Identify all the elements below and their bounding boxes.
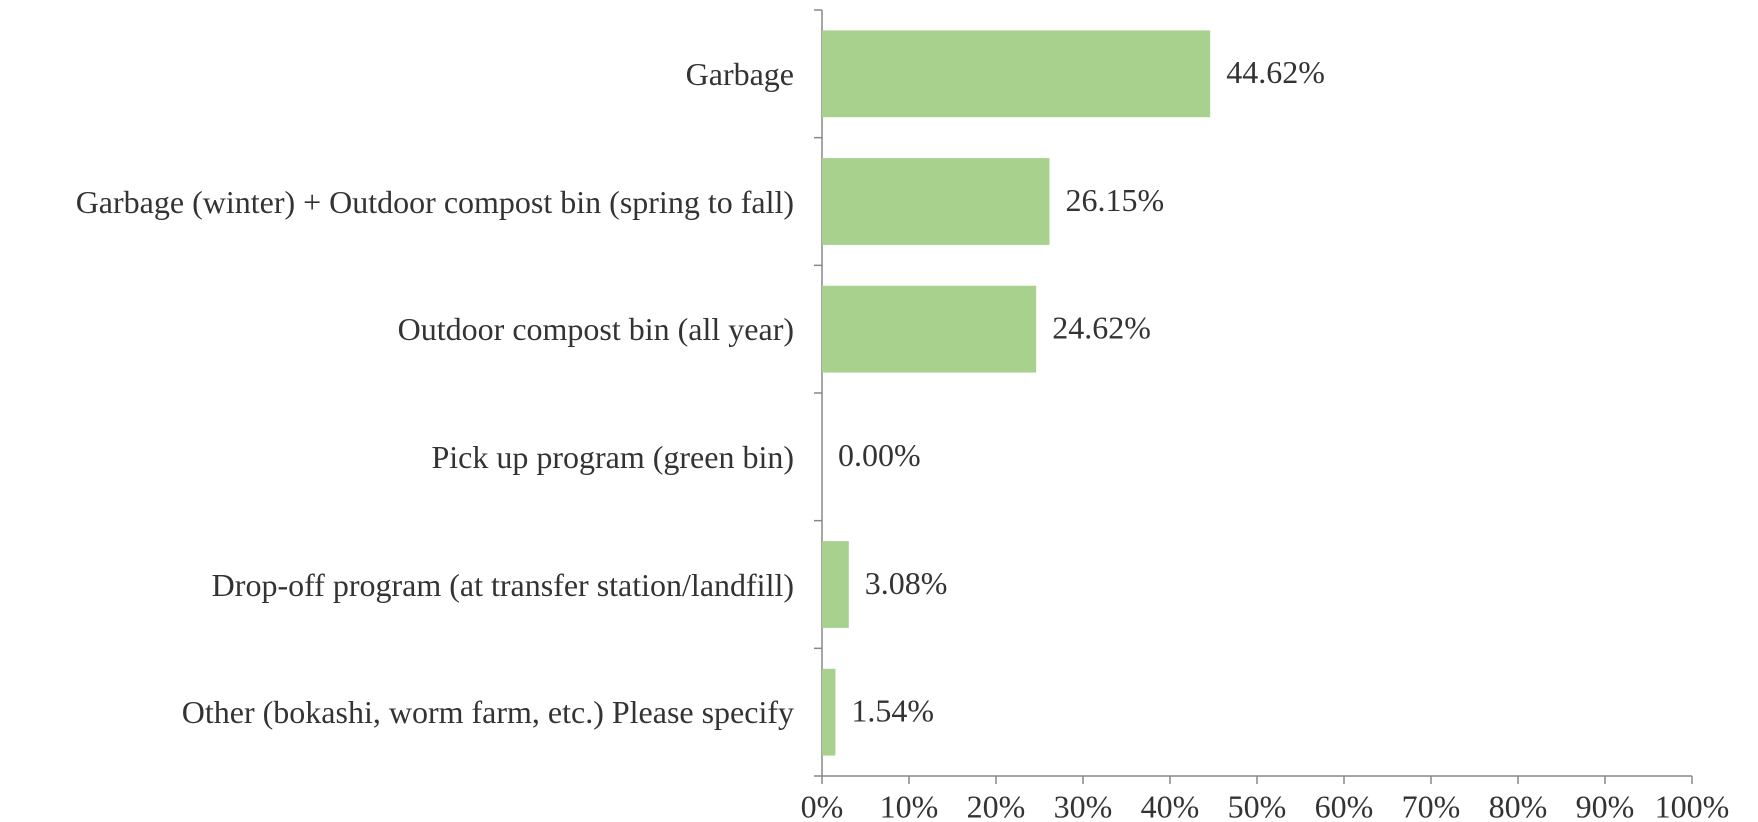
- data-label: 24.62%: [1052, 310, 1151, 346]
- x-tick-label: 50%: [1228, 788, 1287, 822]
- category-label: Pick up program (green bin): [431, 438, 794, 475]
- data-label: 44.62%: [1226, 54, 1325, 90]
- x-tick-label: 80%: [1489, 788, 1548, 822]
- data-label: 26.15%: [1066, 182, 1165, 218]
- x-tick-label: 10%: [880, 788, 939, 822]
- x-tick-label: 60%: [1315, 788, 1374, 822]
- bar: [822, 668, 836, 756]
- bar: [822, 158, 1050, 245]
- category-label: Garbage: [685, 55, 794, 92]
- category-label: Outdoor compost bin (all year): [397, 311, 794, 348]
- x-tick-label: 40%: [1141, 788, 1200, 822]
- x-tick-label: 0%: [801, 788, 844, 822]
- x-tick-label: 90%: [1576, 788, 1635, 822]
- x-tick-label: 70%: [1402, 788, 1461, 822]
- category-label: Drop-off program (at transfer station/la…: [211, 566, 794, 603]
- category-label: Garbage (winter) + Outdoor compost bin (…: [75, 183, 794, 220]
- bar: [822, 541, 849, 628]
- bar: [822, 285, 1037, 373]
- x-tick-label: 20%: [967, 788, 1026, 822]
- x-tick-label: 30%: [1054, 788, 1113, 822]
- category-label: Other (bokashi, worm farm, etc.) Please …: [181, 694, 794, 731]
- data-label: 1.54%: [851, 693, 934, 729]
- x-tick-label: 100%: [1655, 788, 1730, 822]
- bar: [822, 30, 1211, 118]
- data-label: 0.00%: [838, 437, 921, 473]
- data-label: 3.08%: [865, 565, 948, 601]
